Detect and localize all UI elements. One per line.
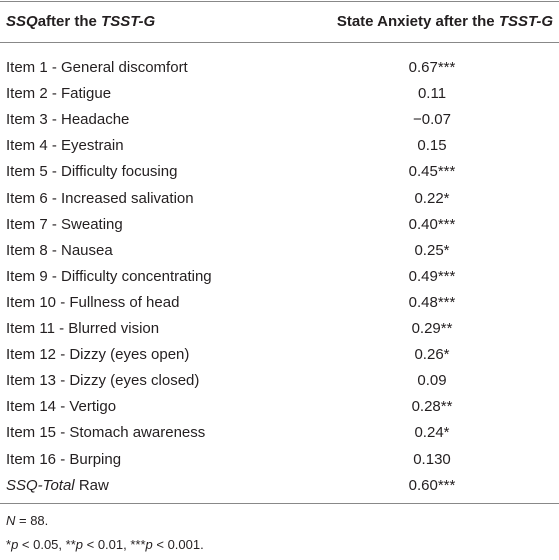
row-value: 0.48*** (408, 293, 456, 311)
row-value: 0.22* (414, 189, 450, 207)
row-label: Item 6 - Increased salivation (6, 189, 194, 209)
text-segment: Item 9 - Difficulty concentrating (6, 267, 212, 285)
row-label: Item 13 - Dizzy (eyes closed) (6, 371, 199, 391)
row-value: 0.25* (414, 241, 450, 259)
row-label: Item 1 - General discomfort (6, 58, 188, 78)
text-segment: Item 11 - Blurred vision (6, 320, 160, 337)
row-label: Item 5 - Difficulty focusing (6, 162, 177, 182)
text-segment: Item 8 - Nausea (6, 241, 113, 259)
text-segment: State Anxiety after the (336, 13, 499, 30)
row-value: 0.09 (417, 372, 447, 390)
row-label: Item 15 - Stomach awareness (6, 423, 205, 443)
text-segment: Item 14 - Vertigo (6, 398, 117, 416)
row-value: 0.24* (414, 424, 450, 442)
text-segment: Item 12 - Dizzy (eyes open) (6, 346, 190, 364)
text-segment: Item 16 - Burping (6, 450, 122, 468)
row-label: Item 12 - Dizzy (eyes open) (6, 345, 189, 365)
row-value: 0.40*** (408, 215, 456, 233)
text-segment: Item 5 - Difficulty focusing (6, 163, 178, 181)
top-rule (0, 1, 559, 2)
row-label: Item 11 - Blurred vision (6, 319, 159, 339)
text-segment: Item 6 - Increased salivation (6, 189, 194, 207)
text-segment: Item 1 - General discomfort (6, 59, 188, 76)
text-segment: SSQ (6, 13, 38, 30)
row-value: 0.28** (411, 398, 453, 416)
header-cell: SSQafter the TSST-G (6, 12, 155, 32)
table-note: *p < 0.05, **p < 0.01, ***p < 0.001. (6, 537, 204, 552)
text-segment: N (6, 513, 16, 528)
text-segment: SSQ-Total (6, 476, 75, 494)
text-segment: p (75, 537, 83, 552)
row-label: Item 2 - Fatigue (6, 84, 111, 104)
text-segment: after the (37, 13, 102, 30)
text-segment: p (145, 537, 153, 552)
text-segment: Raw (74, 476, 109, 494)
row-label: SSQ-Total Raw (6, 476, 109, 496)
text-segment: < 0.01, *** (83, 537, 146, 552)
text-segment: TSST-G (498, 13, 553, 30)
text-segment: = 88. (15, 513, 49, 528)
header-rule (0, 42, 559, 43)
table-note: N = 88. (6, 513, 48, 528)
text-segment: Item 7 - Sweating (6, 215, 123, 233)
bottom-rule (0, 503, 559, 504)
row-value: 0.45*** (408, 163, 456, 181)
row-value: 0.67*** (408, 59, 456, 76)
row-label: Item 8 - Nausea (6, 241, 113, 261)
text-segment: < 0.001. (152, 537, 204, 552)
row-value: 0.49*** (408, 267, 456, 285)
row-label: Item 9 - Difficulty concentrating (6, 267, 212, 287)
row-label: Item 4 - Eyestrain (6, 136, 124, 156)
row-value: −0.07 (413, 111, 451, 129)
text-segment: Item 13 - Dizzy (eyes closed) (6, 372, 200, 390)
row-label: Item 3 - Headache (6, 110, 129, 130)
text-segment: Item 10 - Fullness of head (6, 293, 180, 311)
row-value: 0.11 (417, 85, 447, 103)
text-segment: Item 2 - Fatigue (6, 85, 112, 103)
row-value: 0.60*** (408, 476, 456, 494)
text-segment: TSST-G (101, 13, 156, 30)
row-value: 0.15 (417, 137, 447, 155)
row-value: 0.130 (413, 450, 451, 468)
text-segment: Item 3 - Headache (6, 111, 130, 129)
text-segment: * (6, 537, 12, 552)
row-label: Item 7 - Sweating (6, 215, 123, 235)
text-segment: < 0.05, ** (18, 537, 76, 552)
text-segment: Item 15 - Stomach awareness (6, 424, 206, 442)
row-value: 0.26* (414, 346, 450, 364)
text-segment: p (11, 537, 19, 552)
text-segment: Item 4 - Eyestrain (6, 137, 124, 155)
row-value: 0.29** (411, 320, 453, 337)
header-cell: State Anxiety after the TSST-G (337, 12, 553, 32)
row-label: Item 16 - Burping (6, 450, 121, 470)
row-label: Item 14 - Vertigo (6, 397, 116, 417)
row-label: Item 10 - Fullness of head (6, 293, 179, 313)
